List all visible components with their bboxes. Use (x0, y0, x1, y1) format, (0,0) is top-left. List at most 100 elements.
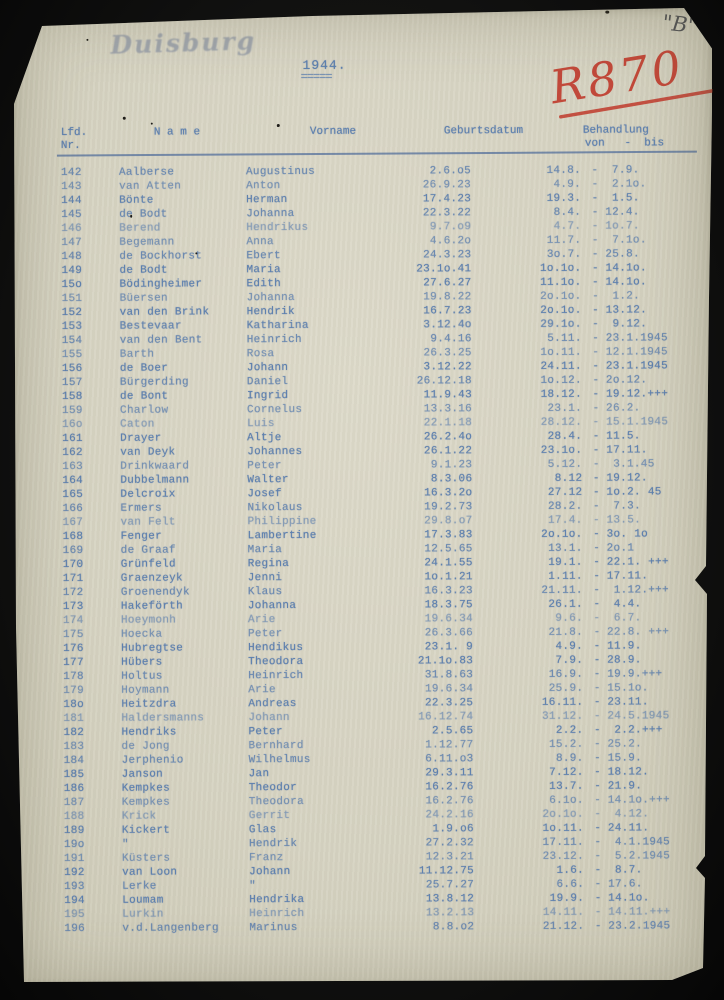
row-treatment-from: 1o.1o. (539, 262, 582, 275)
row-surname: Hoecka (120, 628, 163, 641)
row-firstname: Lambertine (247, 529, 317, 543)
row-birthdate: 11.9.43 (423, 389, 473, 402)
row-treatment-to: 14.1o. (605, 262, 647, 275)
row-dash: - (592, 472, 600, 485)
row-dash: - (594, 780, 602, 793)
row-treatment-from: 28.12. (540, 416, 583, 429)
header-nr: Nr. (60, 139, 81, 153)
row-number: 19o (63, 838, 85, 851)
row-dash: - (593, 626, 601, 639)
row-number: 166 (62, 502, 84, 516)
row-dash: - (591, 262, 599, 275)
row-treatment-from: 15.2. (548, 738, 584, 751)
row-surname: Hoeymonh (120, 614, 177, 627)
row-birthdate: 11.12.75 (418, 865, 475, 878)
row-surname: van den Brink (119, 306, 210, 319)
row-number: 18o (63, 698, 85, 712)
row-surname: Drayer (120, 432, 162, 445)
row-birthdate: 2.5.65 (431, 725, 474, 738)
row-firstname: Theodora (248, 795, 304, 809)
row-firstname: Luis (247, 418, 275, 431)
row-treatment-from: 5.12. (547, 458, 583, 471)
row-treatment-from: 7.12. (549, 766, 584, 779)
row-surname: Bürgerding (119, 376, 189, 389)
table-row: 196 v.d.Langenberg Marinus 8.8.o2 21.12.… (14, 920, 713, 937)
row-dash: - (592, 276, 599, 289)
row-dash: - (592, 458, 600, 471)
row-firstname: Franz (248, 852, 284, 865)
row-treatment-from: 3o.7. (546, 248, 582, 261)
row-firstname: Wilhelmus (248, 753, 311, 767)
row-birthdate: 12.3.21 (425, 851, 475, 864)
row-firstname: Katharina (246, 319, 309, 333)
row-number: 185 (63, 768, 85, 781)
row-number: 172 (62, 586, 84, 600)
row-surname: Heitzdra (121, 698, 177, 711)
header-von-bis: von - bis (584, 137, 665, 150)
row-firstname: Theodora (248, 655, 304, 669)
row-treatment-from: 17.11. (542, 836, 584, 849)
row-dash: - (594, 836, 602, 849)
row-treatment-from: 14.8. (546, 164, 582, 177)
row-firstname: Nikolaus (247, 501, 303, 515)
row-treatment-from: 23.1. (547, 402, 583, 415)
row-birthdate: 19.6.34 (424, 683, 474, 696)
row-birthdate: 3.12.4o (423, 319, 472, 332)
row-firstname: Augustinus (245, 165, 316, 179)
row-number: 155 (61, 348, 83, 362)
row-number: 161 (62, 432, 83, 446)
row-treatment-from: 29.1o. (540, 318, 582, 331)
header-name: N a m e (153, 126, 201, 139)
row-birthdate: 1.12.77 (425, 739, 474, 752)
row-number: 188 (63, 810, 85, 823)
row-treatment-to: 25.2. (607, 738, 643, 751)
row-surname: Hakeförth (120, 600, 184, 613)
row-treatment-from: 7.9. (555, 654, 584, 667)
row-dash: - (593, 514, 601, 527)
row-treatment-to: 19.12.+++ (605, 388, 669, 401)
row-surname: Haldersmanns (121, 712, 205, 725)
row-treatment-to: 13.5. (606, 514, 642, 527)
row-firstname: Walter (247, 474, 289, 487)
row-birthdate: 24.3.23 (423, 249, 472, 262)
row-treatment-from: 8.4. (553, 206, 582, 219)
row-treatment-to: 13.12. (605, 304, 648, 317)
row-treatment-to: 23.2.1945 (608, 920, 671, 933)
row-treatment-to: 19.12. (606, 472, 648, 485)
row-dash: - (591, 164, 599, 177)
row-birthdate: 4.6.2o (429, 235, 472, 248)
row-firstname: Johanna (246, 207, 295, 221)
row-number: 145 (61, 208, 82, 222)
row-surname: van Felt (120, 516, 176, 529)
row-birthdate: 26.3.66 (424, 627, 474, 640)
row-birthdate: 19.8.22 (423, 291, 472, 304)
row-treatment-from: 24.11. (540, 360, 582, 373)
row-dash: - (593, 710, 601, 723)
row-number: 142 (60, 166, 82, 180)
row-treatment-to: 2o.1 (606, 542, 635, 555)
row-treatment-from: 8.12 (554, 472, 583, 485)
row-birthdate: 13.2.13 (425, 907, 475, 920)
row-surname: Begemann (119, 236, 175, 249)
row-number: 184 (63, 754, 85, 768)
table-rows: 142 Aalberse Augustinus 2.6.o5 14.8. - 7… (14, 164, 713, 937)
row-treatment-from: 16.11. (541, 696, 584, 709)
row-treatment-to: 6.7. (606, 612, 642, 625)
row-birthdate: 22.3.22 (422, 207, 472, 220)
row-number: 151 (61, 292, 83, 306)
row-number: 186 (63, 782, 85, 795)
row-number: 183 (63, 740, 85, 754)
row-surname: Dubbelmann (120, 474, 190, 487)
header-behandlung: Behandlung (582, 124, 649, 137)
row-surname: Drinkwaard (120, 460, 190, 473)
row-number: 182 (63, 726, 85, 740)
row-dash: - (594, 794, 602, 807)
row-surname: Loumam (122, 894, 164, 907)
row-dash: - (592, 346, 600, 359)
row-surname: Hubregtse (121, 642, 184, 655)
row-surname: van Loon (122, 866, 178, 879)
row-surname: Bödingheimer (119, 278, 203, 291)
row-firstname: Edith (246, 278, 282, 291)
row-birthdate: 13.8.12 (425, 893, 475, 906)
